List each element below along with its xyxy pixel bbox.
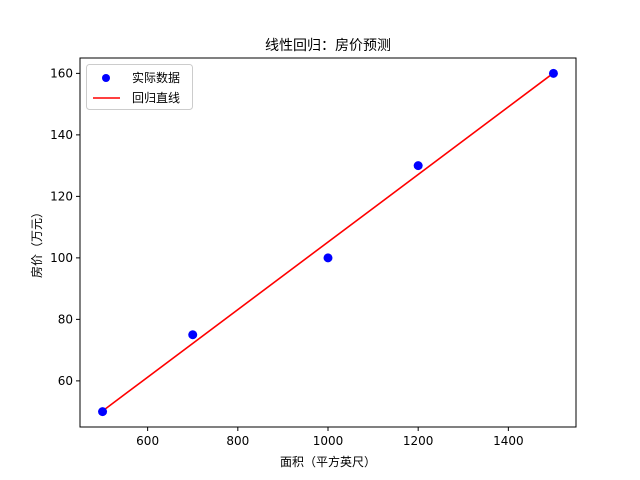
data-point: [98, 407, 108, 417]
y-tick-label: 60: [58, 374, 73, 388]
x-tick-label: 1200: [403, 434, 434, 448]
data-point: [323, 253, 333, 263]
data-point: [548, 68, 558, 78]
plot-content: [98, 68, 558, 417]
x-axis-label: 面积（平方英尺）: [280, 454, 376, 469]
y-tick-label: 120: [50, 189, 73, 203]
x-tick-label: 600: [136, 434, 159, 448]
data-point: [413, 161, 423, 171]
x-tick-label: 800: [226, 434, 249, 448]
x-tick-label: 1400: [493, 434, 524, 448]
legend-label-line: 回归直线: [132, 91, 180, 105]
regression-line: [102, 72, 554, 412]
y-axis-ticks: 60 80 100 120 140 160: [50, 66, 80, 388]
legend: 实际数据 回归直线: [86, 64, 193, 110]
x-tick-label: 1000: [313, 434, 344, 448]
chart-title: 线性回归：房价预测: [265, 37, 391, 54]
y-tick-label: 160: [50, 66, 73, 80]
y-tick-label: 140: [50, 128, 73, 142]
legend-label-scatter: 实际数据: [132, 70, 180, 85]
y-tick-label: 80: [58, 312, 73, 326]
data-point: [188, 330, 198, 340]
x-axis-ticks: 600 800 1000 1200 1400: [136, 427, 524, 448]
y-axis-label: 房价（万元）: [29, 206, 44, 278]
legend-scatter-marker: [102, 74, 110, 82]
y-tick-label: 100: [50, 251, 73, 265]
